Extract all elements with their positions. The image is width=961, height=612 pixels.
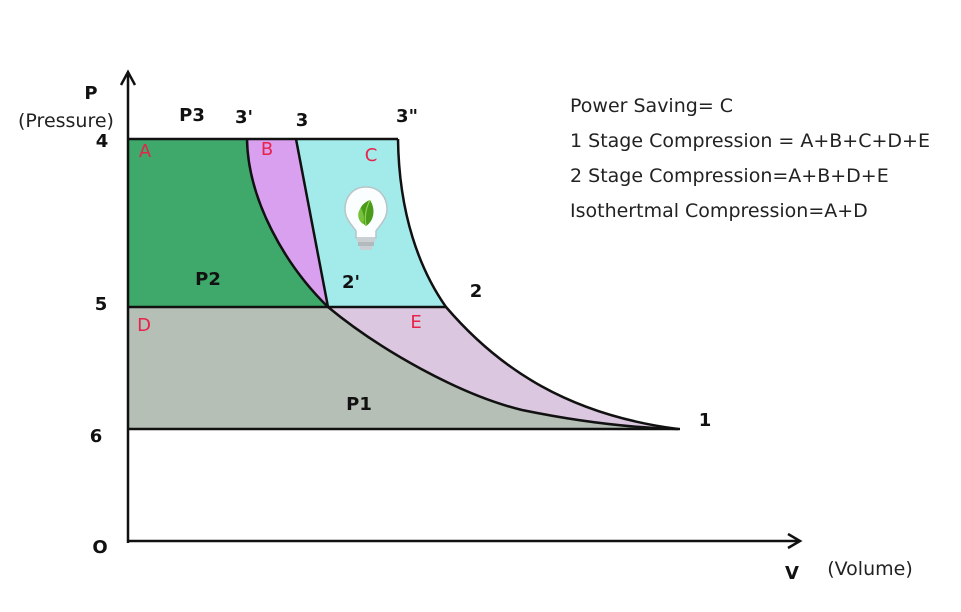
region-b [247, 139, 328, 307]
region-label-b: B [261, 139, 273, 160]
pressure-label-p2: P2 [195, 269, 221, 290]
origin-label: O [92, 537, 107, 558]
x-axis-arrowhead [787, 532, 803, 550]
x-axis-label: V [785, 563, 799, 584]
region-label-c: C [365, 145, 378, 166]
region-d [128, 307, 678, 429]
region-label-a: A [139, 141, 152, 162]
region-label-d: D [137, 315, 151, 336]
point-label-2: 2 [470, 281, 483, 302]
point-label-3: 3 [296, 110, 309, 131]
point-label-3dprime: 3" [396, 106, 418, 127]
level-label-4: 4 [96, 131, 109, 152]
x-axis-sublabel: (Volume) [827, 558, 913, 580]
region-e [328, 307, 678, 429]
legend-line-4: Isothertmal Compression=A+D [570, 200, 868, 222]
adiabatic-curve-2-3prime [294, 138, 330, 308]
y-axis-sublabel: (Pressure) [18, 110, 114, 132]
isothermal-curve-lower [327, 306, 679, 431]
legend-line-2: 1 Stage Compression = A+B+C+D+E [570, 130, 930, 152]
adiabatic-curve-1-3dprime [396, 138, 679, 431]
region-label-e: E [410, 312, 421, 333]
pressure-label-p1: P1 [346, 394, 372, 415]
legend-line-1: Power Saving= C [570, 95, 733, 117]
legend-line-3: 2 Stage Compression=A+B+D+E [570, 165, 889, 187]
y-axis-arrowhead [119, 69, 137, 86]
legend: Power Saving= C 1 Stage Compression = A+… [570, 95, 930, 222]
point-label-2prime: 2' [342, 272, 360, 293]
level-label-6: 6 [90, 426, 103, 447]
pressure-label-p3: P3 [179, 105, 205, 126]
lightbulb-leaf-icon [344, 186, 388, 250]
level-label-5: 5 [95, 294, 108, 315]
isothermal-curve-upper [245, 138, 329, 308]
point-label-3prime: 3' [235, 107, 253, 128]
region-a [128, 139, 328, 307]
y-axis-label: P [84, 83, 97, 104]
point-label-1: 1 [699, 410, 712, 431]
